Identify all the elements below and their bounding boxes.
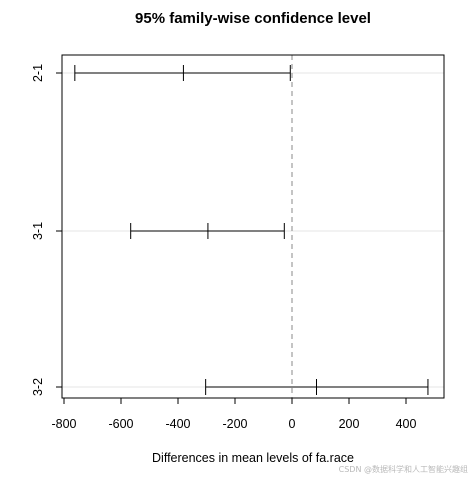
interval-2-1 <box>74 65 291 81</box>
x-tick-label: 0 <box>289 417 296 431</box>
x-tick-label: -600 <box>108 417 133 431</box>
x-tick-label: -800 <box>51 417 76 431</box>
x-tick-label: 200 <box>339 417 360 431</box>
grid-layer <box>62 72 444 388</box>
x-tick-label: 400 <box>396 417 417 431</box>
y-tick-label-3-2: 3-2 <box>31 378 45 396</box>
x-axis: -800 -600 -400 -200 0 200 400 <box>51 398 416 431</box>
y-axis: 2-1 3-1 3-2 <box>31 64 62 396</box>
chart-title: 95% family-wise confidence level <box>135 10 371 27</box>
x-axis-label: Differences in mean levels of fa.race <box>152 451 354 465</box>
y-tick-label-3-1: 3-1 <box>31 222 45 240</box>
interval-3-2 <box>205 379 429 395</box>
watermark: CSDN @数据科学和人工智能兴趣组 <box>338 465 468 474</box>
x-tick-label: -200 <box>222 417 247 431</box>
x-tick-label: -400 <box>165 417 190 431</box>
confidence-intervals <box>74 65 429 395</box>
y-tick-label-2-1: 2-1 <box>31 64 45 82</box>
interval-3-1 <box>130 223 285 239</box>
plot-area-border <box>61 54 445 399</box>
